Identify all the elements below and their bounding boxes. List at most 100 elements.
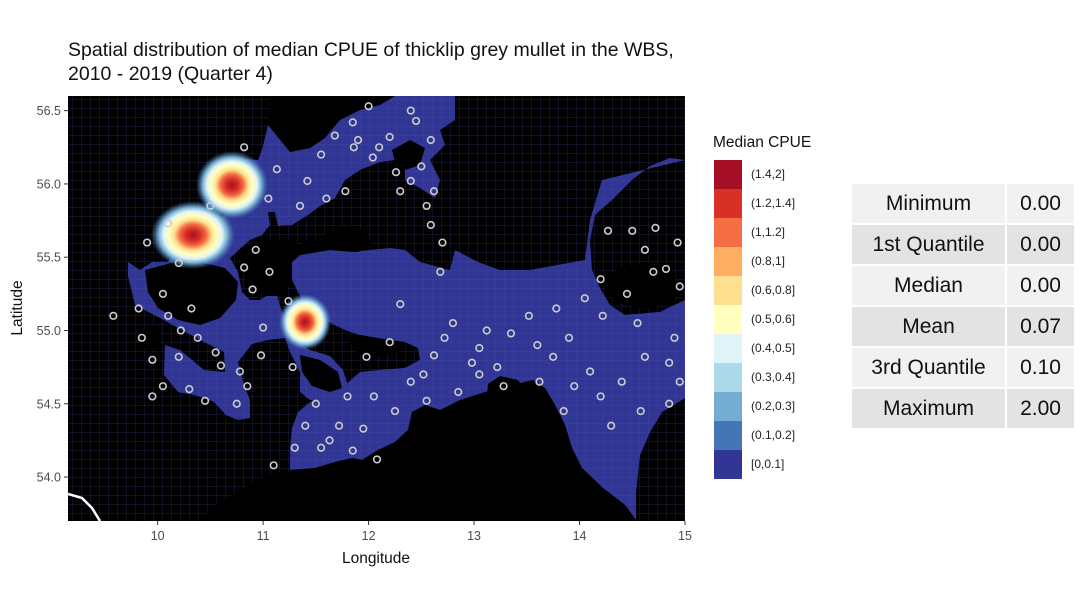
legend-label: (1.2,1.4] [751,196,796,210]
legend-label: (0.4,0.5] [751,341,796,355]
observation-point [628,226,637,235]
observation-point [651,223,660,232]
observation-point [372,455,382,464]
legend-label: (0.8,1] [751,254,786,268]
observation-point [235,367,245,376]
stats-row: Maximum 2.00 [852,389,1074,428]
legend-item: (0.4,0.5] [713,334,811,363]
observation-point [475,343,484,353]
legend-label: (1,1.2] [751,225,786,239]
legend-item: (1.4,2] [713,160,811,189]
observation-point [164,311,173,320]
observation-point [284,297,293,306]
observation-point [549,352,558,361]
observation-point [359,424,368,433]
observation-point [295,201,305,211]
observation-point [311,399,320,408]
observation-point [585,367,595,376]
y-tick-label: 55.5 [37,251,61,265]
observation-point [334,421,344,430]
observation-point [375,143,384,152]
observation-point [301,421,310,430]
observation-point [559,406,568,416]
observation-point [187,304,196,313]
observation-point [391,168,401,177]
observation-point [143,238,152,247]
observation-point [348,118,357,127]
observation-point [185,385,194,394]
observation-point [216,361,226,370]
coastline-white [68,492,102,521]
legend-title: Median CPUE [713,134,812,151]
chart-title-line-1: Spatial distribution of median CPUE of t… [68,39,674,61]
observation-point [341,187,350,196]
observation-point [436,267,445,276]
stats-value: 0.07 [1007,307,1074,346]
observation-point [426,135,435,145]
legend-swatch [714,160,742,189]
observation-point [164,219,173,228]
observation-point [240,143,249,152]
x-axis-label: Longitude [342,550,410,567]
observation-point [330,131,339,140]
observation-point [322,194,331,203]
chart-title-line-2: 2010 - 2019 (Quarter 4) [68,63,273,85]
observation-point [201,396,210,405]
observation-point [303,176,312,186]
observation-point [251,245,260,254]
observation-point [596,392,605,401]
observation-point [665,358,674,367]
x-tick-label: 14 [573,529,587,543]
land-masses [140,96,680,521]
observation-point [482,326,491,335]
legend-swatch [714,363,742,392]
cpue-hotspots [151,151,331,350]
stats-label: 1st Quantile [852,225,1005,264]
y-axis: 54.0 54.5 55.0 55.5 56.0 56.5 [37,104,68,485]
legend-item: (1,1.2] [713,218,811,247]
stats-row: Minimum 0.00 [852,184,1074,223]
x-tick-label: 11 [257,529,270,543]
summary-stats-table: Minimum 0.00 1st Quantile 0.00 Median 0.00 Mea… [850,182,1076,430]
stats-value: 0.00 [1007,225,1074,264]
legend-label: (0.1,0.2] [751,428,796,442]
observation-point [134,304,143,313]
observation-point [535,377,544,386]
observation-point [269,461,278,470]
observation-point [353,135,363,145]
observation-point [211,348,220,357]
observation-point [499,382,508,391]
observation-point [290,443,299,452]
summary-stats-body: Minimum 0.00 1st Quantile 0.00 Median 0.00 Mea… [852,184,1074,428]
observation-point [148,392,157,401]
legend-item: (0.5,0.6] [713,305,811,334]
observation-point [570,382,579,391]
observation-point [343,392,352,401]
observation-point [440,333,449,342]
x-tick-label: 12 [362,529,376,543]
stats-value: 0.10 [1007,348,1074,387]
legend-swatch [714,392,742,421]
observation-point [369,392,378,401]
observation-point [475,370,484,379]
legend-swatch [714,450,742,479]
observation-point [417,162,426,171]
legend-swatch [714,421,742,450]
observation-point [390,406,400,416]
observation-point [232,399,241,408]
observation-point [174,352,183,361]
legend-swatch [714,247,742,276]
observation-point [506,329,516,338]
observation-point [368,153,377,162]
observation-point [607,421,616,430]
y-tick-label: 54.0 [37,471,61,485]
observation-point [396,300,405,309]
legend-item: (0.1,0.2] [713,421,811,450]
observation-point [598,311,607,320]
x-tick-label: 13 [467,529,481,543]
observation-points [109,102,684,470]
observation-point [580,294,589,303]
observation-point [265,267,274,276]
observation-point [636,406,645,416]
